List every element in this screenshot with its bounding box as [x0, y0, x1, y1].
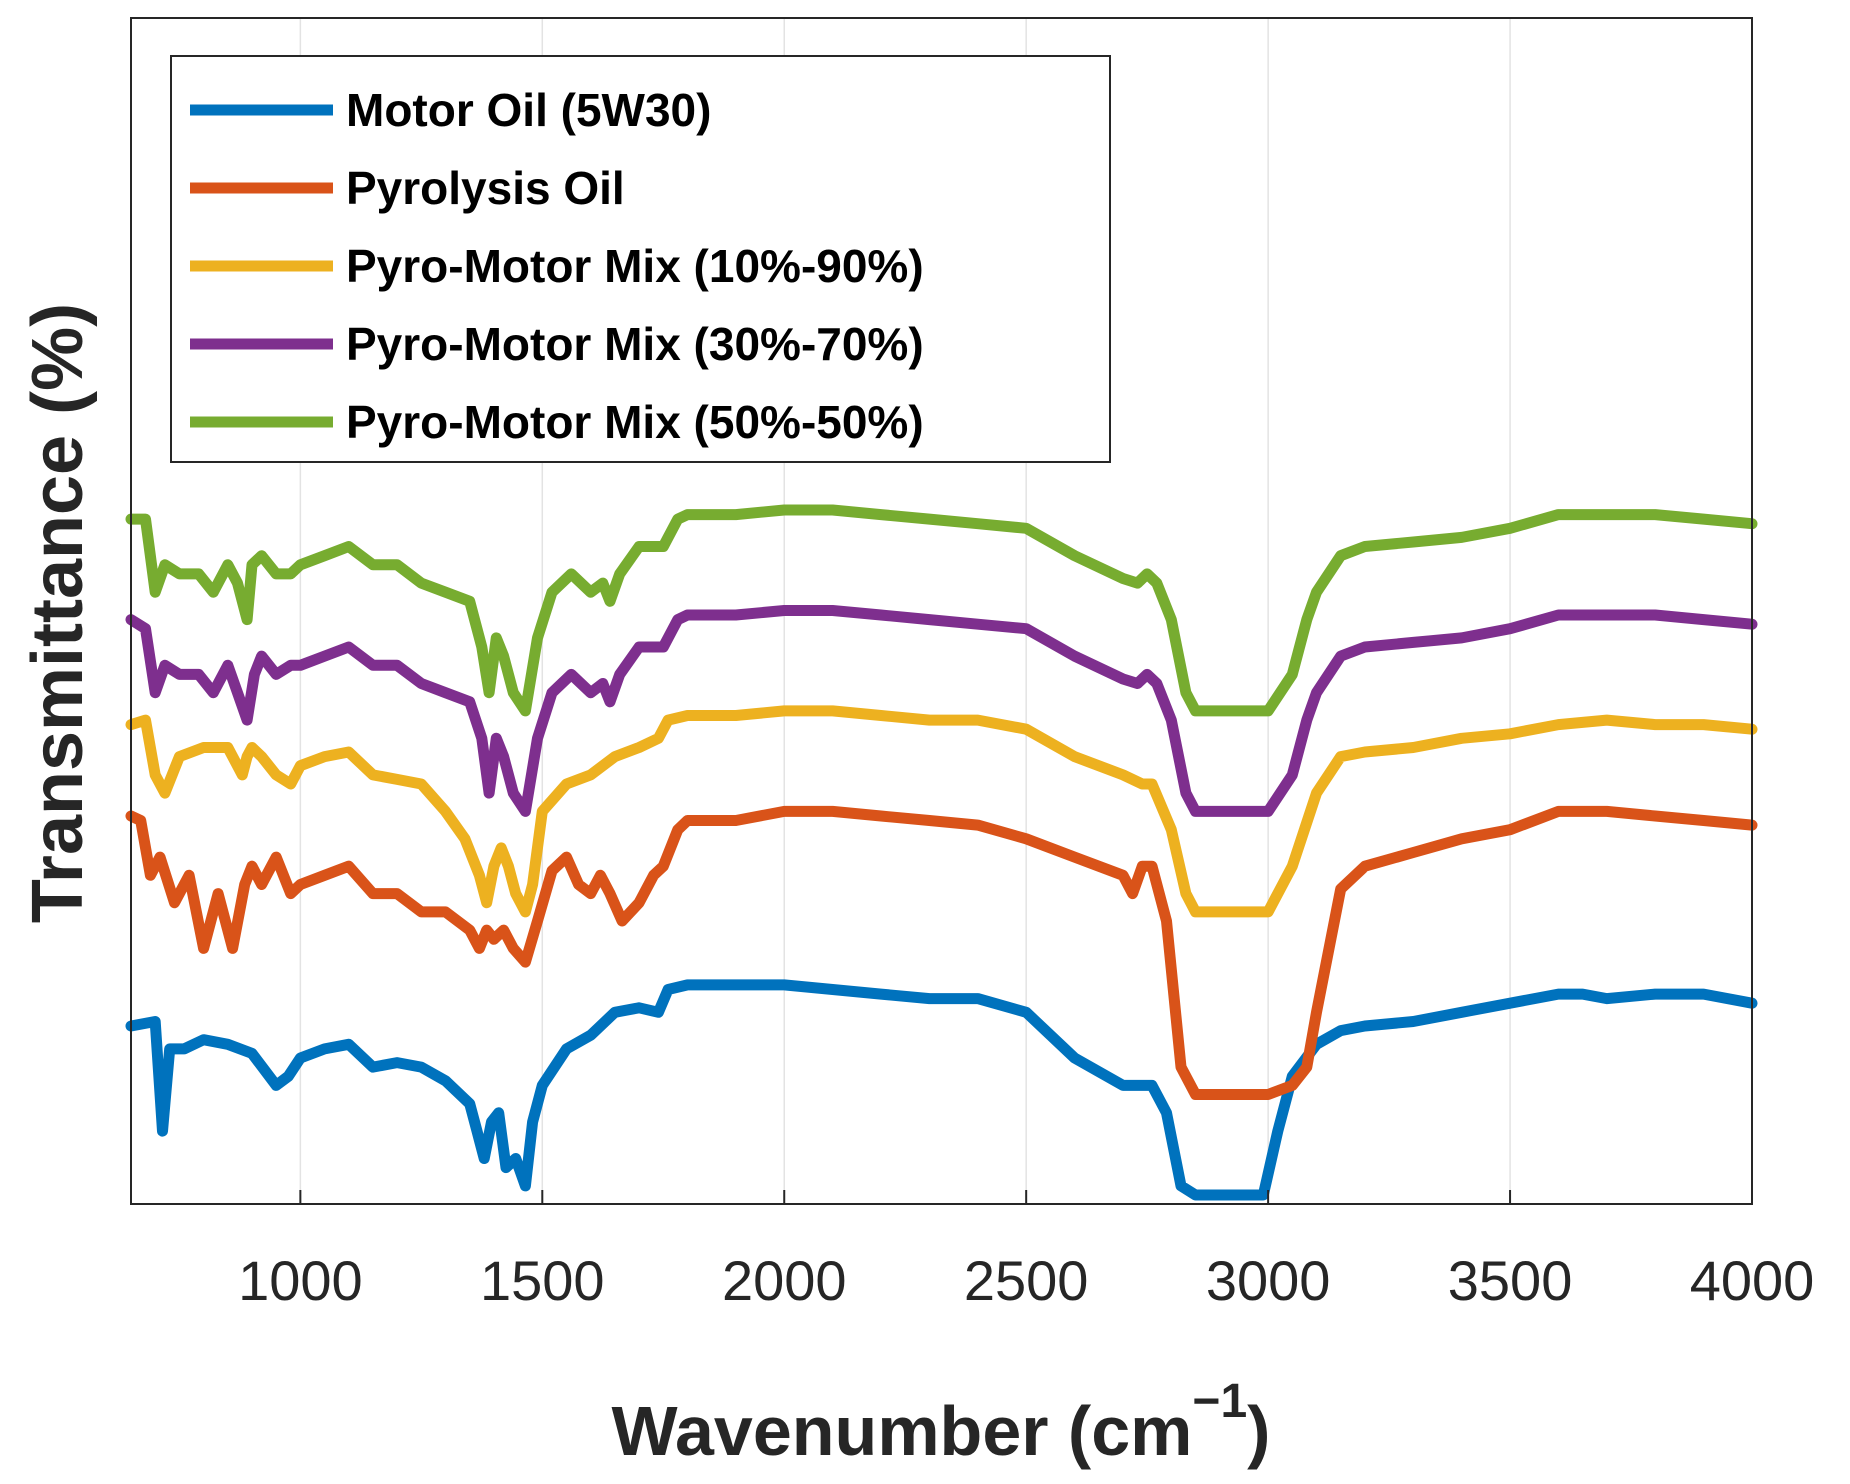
legend: Motor Oil (5W30) Pyrolysis Oil Pyro-Motor … — [170, 55, 1111, 463]
x-tick-label-3500: 3500 — [1448, 1249, 1573, 1312]
legend-box — [170, 55, 1111, 463]
legend-label-2: Pyrolysis Oil — [346, 162, 625, 214]
series-line-1 — [125, 979, 1758, 1201]
series-line-3 — [125, 705, 1758, 918]
x-tick-label-2000: 2000 — [722, 1249, 847, 1312]
series-line-4 — [125, 605, 1758, 817]
x-tick-label-4000: 4000 — [1690, 1249, 1815, 1312]
series-line-5 — [125, 504, 1758, 717]
x-axis-title: Wavenumber (cm−1) — [612, 1375, 1271, 1470]
x-tick-label-1000: 1000 — [238, 1249, 363, 1312]
x-axis-title-text: Wavenumber (cm — [612, 1392, 1193, 1470]
legend-label-5: Pyro-Motor Mix (50%-50%) — [346, 396, 924, 448]
x-axis-ticks: 1000 1500 2000 2500 3000 3500 4000 — [238, 1190, 1814, 1312]
x-axis-title-exponent: −1 — [1192, 1375, 1247, 1428]
x-axis-title-close: ) — [1247, 1392, 1270, 1470]
series-line-2 — [125, 805, 1758, 1100]
x-tick-label-1500: 1500 — [480, 1249, 605, 1312]
legend-label-4: Pyro-Motor Mix (30%-70%) — [346, 318, 924, 370]
x-tick-label-2500: 2500 — [964, 1249, 1089, 1312]
series-lines — [125, 504, 1758, 1201]
y-axis-title: Transmittance (%) — [18, 303, 98, 923]
legend-label-1: Motor Oil (5W30) — [346, 84, 711, 136]
x-tick-label-3000: 3000 — [1206, 1249, 1331, 1312]
legend-label-3: Pyro-Motor Mix (10%-90%) — [346, 240, 924, 292]
plot-area-border — [130, 17, 1753, 1205]
